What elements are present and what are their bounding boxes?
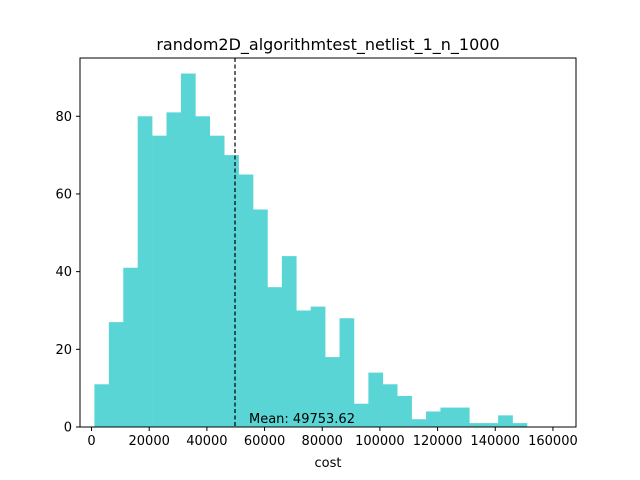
x-tick-label: 20000 — [129, 434, 170, 449]
histogram-bar — [483, 423, 499, 427]
histogram-bar — [440, 407, 456, 427]
y-axis-ticks: 0 20 40 60 80 — [55, 110, 80, 436]
histogram-bar — [166, 112, 182, 428]
histogram-bar — [195, 116, 211, 428]
histogram-bar — [353, 403, 369, 427]
histogram-bar — [325, 357, 340, 427]
x-axis-label: cost — [315, 456, 342, 471]
histogram-bar — [296, 310, 311, 427]
histogram-bar — [498, 415, 513, 427]
histogram-bar — [253, 209, 268, 427]
x-tick-label: 60000 — [244, 434, 285, 449]
histogram-bar — [512, 423, 528, 427]
histogram-bar — [108, 322, 124, 427]
histogram-bar — [310, 306, 326, 427]
y-tick-label: 60 — [55, 187, 72, 202]
histogram-bar — [454, 407, 470, 427]
histogram-bar — [137, 116, 153, 428]
histogram-bar — [267, 287, 283, 427]
y-tick-label: 40 — [55, 265, 72, 280]
histogram-bars — [94, 73, 528, 428]
histogram-bar — [209, 135, 225, 427]
mean-annotation: Mean: 49753.62 — [249, 412, 355, 427]
x-tick-label: 120000 — [413, 434, 463, 449]
histogram-bar — [94, 384, 110, 427]
histogram-bar — [397, 395, 412, 427]
x-tick-label: 80000 — [302, 434, 343, 449]
histogram-bar — [339, 318, 355, 427]
chart-title: random2D_algorithmtest_netlist_1_n_1000 — [156, 35, 499, 55]
histogram-bar — [224, 155, 239, 427]
x-tick-label: 100000 — [355, 434, 405, 449]
histogram-bar — [238, 174, 254, 427]
histogram-bar — [411, 419, 427, 427]
plot-frame — [79, 57, 577, 428]
histogram-bar — [426, 411, 441, 427]
y-tick-label: 0 — [64, 421, 72, 436]
histogram-bar — [123, 267, 138, 427]
histogram-bar — [281, 256, 297, 427]
y-tick-label: 80 — [55, 110, 72, 125]
histogram-bar — [469, 423, 485, 427]
x-tick-label: 160000 — [528, 434, 578, 449]
x-tick-label: 0 — [87, 434, 95, 449]
x-tick-label: 40000 — [186, 434, 227, 449]
histogram-bar — [152, 135, 167, 427]
histogram-bar — [180, 73, 196, 428]
y-tick-label: 20 — [55, 343, 72, 358]
x-tick-label: 140000 — [470, 434, 520, 449]
histogram-bar — [368, 372, 384, 427]
histogram-bar — [382, 384, 398, 427]
x-axis-ticks: 0 20000 40000 60000 80000 100000 120000 140000 1… — [87, 427, 578, 449]
